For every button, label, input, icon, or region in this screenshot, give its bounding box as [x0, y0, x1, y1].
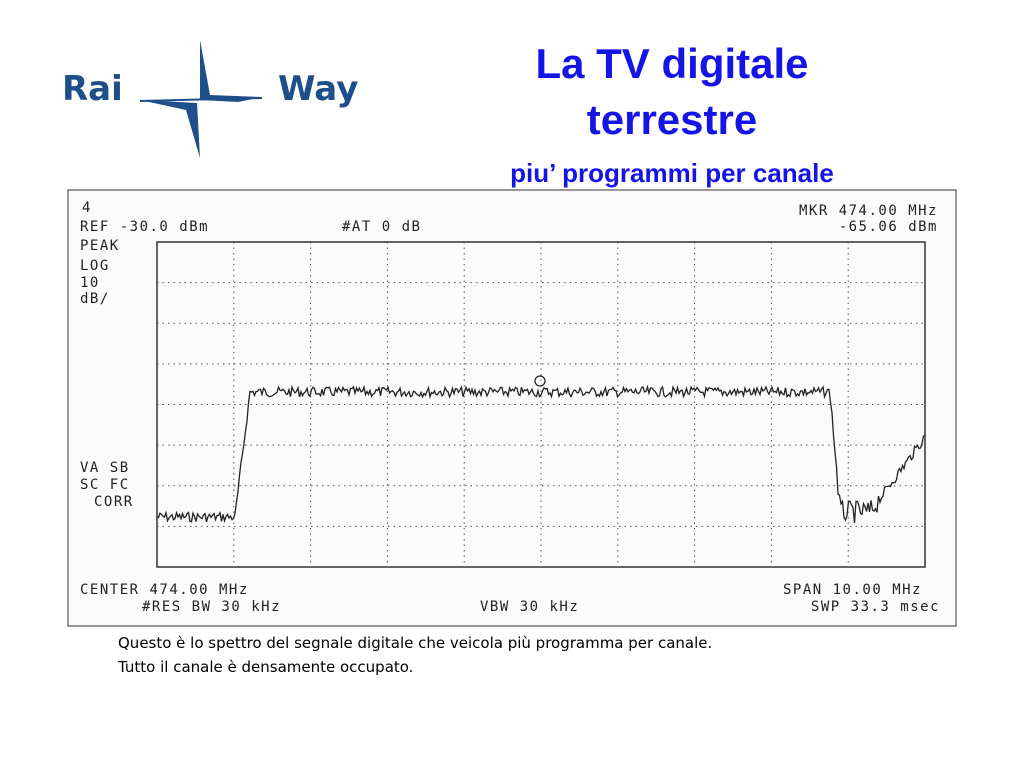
- logo-shape: [140, 100, 200, 158]
- analyzer-frame: [67, 189, 957, 627]
- spectrum-trace: [156, 384, 926, 524]
- title-line: La TV digitale: [535, 40, 808, 87]
- center-freq: CENTER 474.00 MHz: [80, 582, 249, 598]
- marker-freq: MKR 474.00 MHz: [799, 203, 938, 219]
- span: SPAN 10.00 MHz: [783, 582, 922, 598]
- title-line: terrestre: [587, 96, 757, 143]
- side-label: dB/: [80, 291, 110, 307]
- sweep: SWP 33.3 msec: [811, 599, 940, 615]
- logo-shape: [200, 40, 262, 102]
- correction-label: SC FC: [80, 477, 130, 493]
- caption-line: Tutto il canale è densamente occupato.: [117, 658, 413, 676]
- marker-symbol: [534, 375, 546, 387]
- correction-label: CORR: [94, 494, 134, 510]
- subtitle: piu’ programmi per canale: [510, 158, 834, 188]
- logo-line: [139, 97, 263, 102]
- correction-label: VA SB: [80, 460, 130, 476]
- ref-level: REF -30.0 dBm: [80, 219, 209, 235]
- logo-right: Way: [278, 69, 358, 109]
- logo: Rai Way: [62, 40, 358, 158]
- attenuation: #AT 0 dB: [342, 219, 421, 235]
- vbw: VBW 30 kHz: [480, 599, 579, 615]
- side-label: 10: [80, 275, 100, 291]
- marker-id: 4: [82, 200, 92, 216]
- res-bw: #RES BW 30 kHz: [142, 599, 281, 615]
- marker-level: -65.06 dBm: [839, 219, 938, 235]
- logo-left: Rai: [62, 69, 123, 109]
- side-label: PEAK: [80, 238, 120, 254]
- analyzer-grid: [157, 242, 925, 567]
- side-label: LOG: [80, 258, 110, 274]
- caption-line: Questo è lo spettro del segnale digitale…: [118, 634, 712, 652]
